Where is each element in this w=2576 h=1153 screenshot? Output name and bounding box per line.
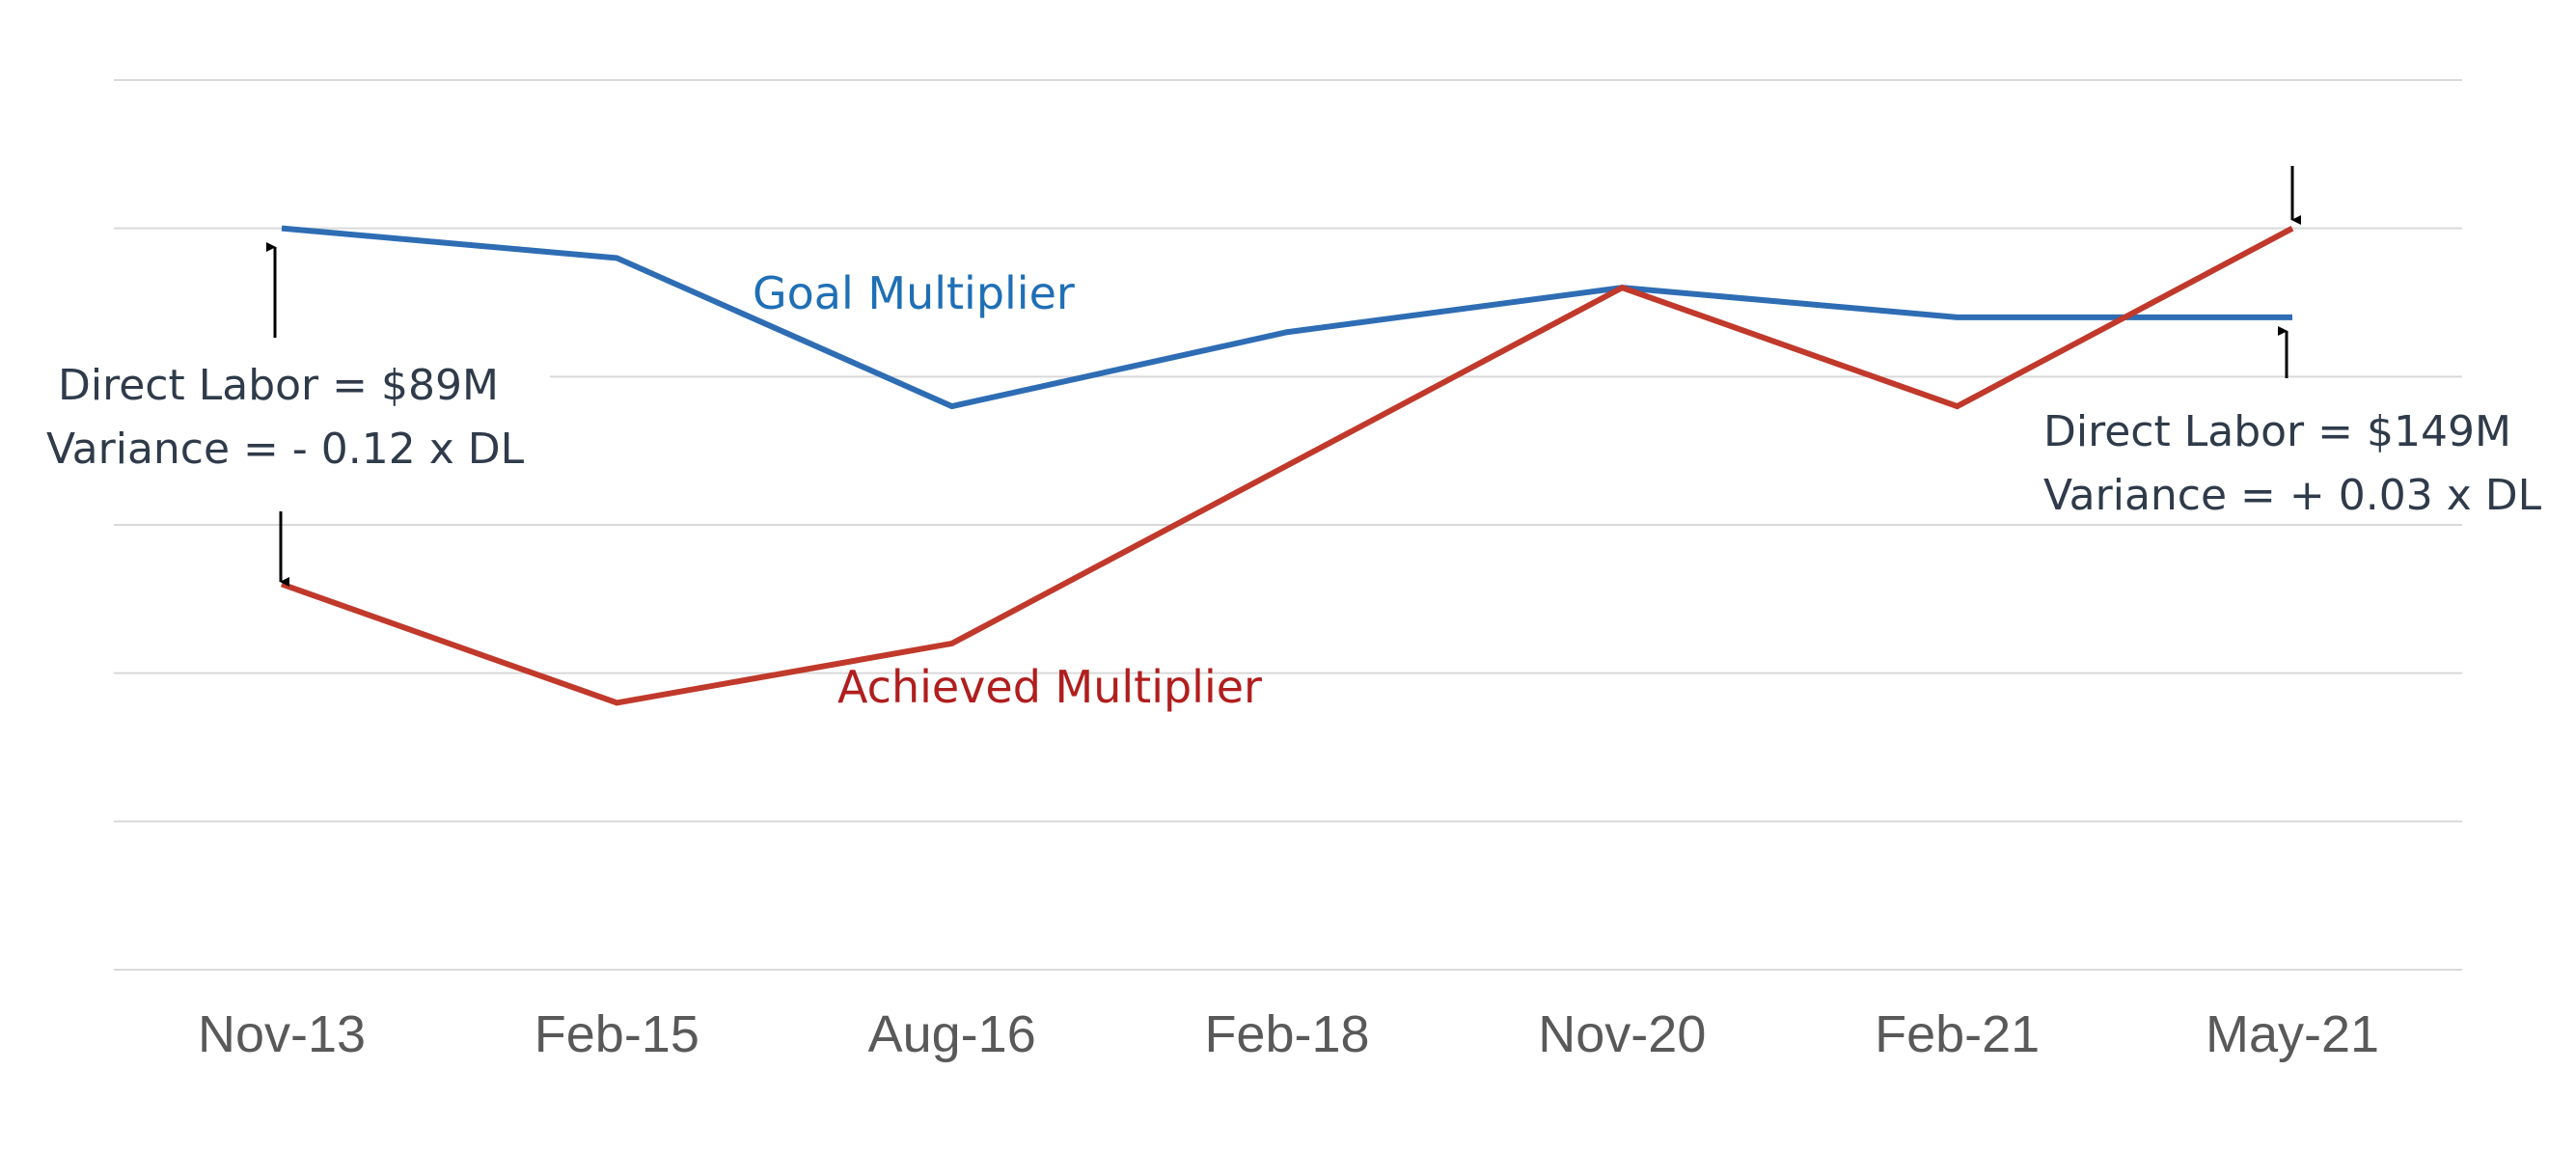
gridlines bbox=[114, 79, 2462, 971]
right-annotation-line1: Direct Labor = $149M bbox=[2043, 407, 2511, 456]
right-annotation-line2: Variance = + 0.03 x DL bbox=[2043, 471, 2542, 520]
x-tick-label: Aug-16 bbox=[868, 1005, 1036, 1063]
goal-multiplier-line bbox=[281, 225, 2292, 410]
right-annotation: Direct Labor = $149M Variance = + 0.03 x… bbox=[2043, 166, 2542, 520]
achieved-multiplier-label: Achieved Multiplier bbox=[837, 661, 1262, 713]
x-tick-label: Nov-13 bbox=[198, 1005, 366, 1063]
x-tick-label: Feb-21 bbox=[1875, 1005, 2040, 1063]
x-tick-label: Feb-15 bbox=[534, 1005, 699, 1063]
left-annotation-line1: Direct Labor = $89M bbox=[58, 361, 499, 410]
left-annotation-line2: Variance = - 0.12 x DL bbox=[46, 425, 525, 474]
series-lines bbox=[280, 225, 2294, 706]
goal-multiplier-label: Goal Multiplier bbox=[753, 267, 1075, 319]
achieved-multiplier-line bbox=[280, 226, 2294, 706]
left-annotation-background bbox=[29, 347, 550, 487]
x-tick-label: Nov-20 bbox=[1538, 1005, 1706, 1063]
left-annotation: Direct Labor = $89M Variance = - 0.12 x … bbox=[29, 242, 550, 587]
x-tick-label: May-21 bbox=[2206, 1005, 2379, 1063]
x-tick-label: Feb-18 bbox=[1204, 1005, 1369, 1063]
x-axis-ticks: Nov-13 Feb-15 Aug-16 Feb-18 Nov-20 Feb-21 May-… bbox=[198, 1005, 2379, 1063]
